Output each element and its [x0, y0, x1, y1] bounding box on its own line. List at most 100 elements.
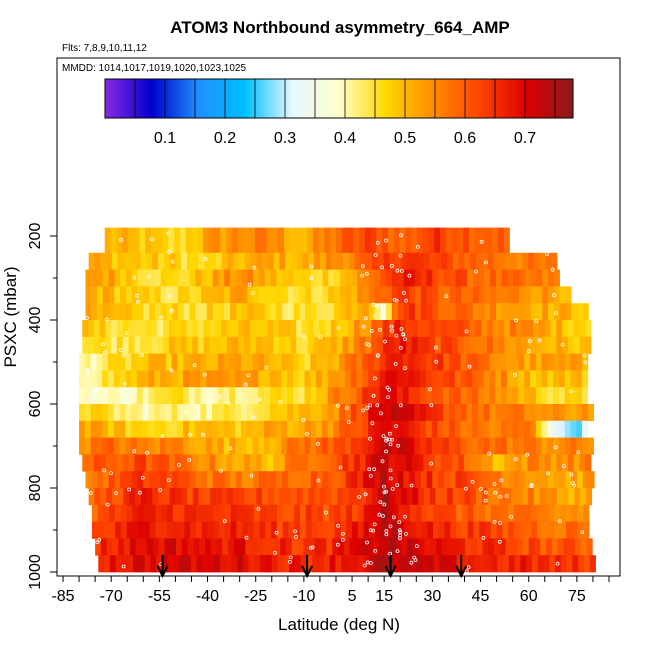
sample-dot	[293, 529, 297, 534]
heatmap-cell	[565, 471, 572, 489]
heatmap-cell	[346, 521, 353, 539]
heatmap-cell	[565, 286, 572, 304]
sample-dot	[123, 381, 127, 386]
heatmap-cell	[220, 227, 227, 254]
colorbar-swatch	[384, 79, 388, 118]
colorbar-swatch	[429, 79, 433, 118]
heatmap-cell	[363, 521, 370, 539]
heatmap-cell	[524, 286, 532, 304]
heatmap-cell	[408, 370, 415, 388]
heatmap-cell	[454, 353, 462, 371]
heatmap-cell	[107, 404, 115, 422]
heatmap-cell	[412, 252, 419, 270]
heatmap-cell	[299, 471, 306, 489]
x-tick-label: -25	[244, 588, 267, 605]
sample-dot	[434, 359, 439, 364]
heatmap-cell	[316, 269, 323, 287]
colorbar-swatch	[246, 79, 250, 118]
colorbar-swatch	[342, 79, 346, 118]
heatmap-cell	[400, 252, 408, 270]
colorbar-swatch	[186, 79, 190, 118]
heatmap-cell	[188, 370, 196, 388]
heatmap-cell	[353, 227, 360, 254]
sample-dot	[114, 491, 119, 496]
heatmap-cell	[472, 437, 479, 455]
sample-dot	[365, 540, 369, 545]
heatmap-cell	[206, 269, 214, 287]
sample-dot	[498, 521, 503, 525]
heatmap-cell	[371, 454, 378, 472]
sample-dot	[132, 275, 137, 280]
heatmap-cell	[90, 437, 97, 455]
heatmap-cell	[325, 252, 332, 270]
heatmap-cell	[276, 504, 284, 522]
heatmap-cell	[467, 269, 474, 287]
sample-dot	[382, 502, 387, 507]
heatmap-cell	[490, 303, 497, 321]
sample-dot	[372, 313, 377, 318]
heatmap-cell	[79, 387, 86, 405]
heatmap-cell	[560, 504, 567, 522]
heatmap-cell	[466, 370, 473, 388]
heatmap-cell	[258, 286, 266, 304]
heatmap-cell	[94, 252, 101, 270]
heatmap-cell	[138, 555, 145, 573]
heatmap-cell	[136, 404, 144, 422]
heatmap-cell	[85, 286, 92, 304]
heatmap-cell	[97, 303, 104, 321]
sample-dot	[372, 376, 377, 381]
colorbar-swatch	[450, 79, 454, 118]
heatmap-cell	[521, 320, 528, 338]
heatmap-cell	[278, 320, 286, 338]
colorbar-swatch	[387, 79, 391, 118]
heatmap-cell	[560, 521, 567, 539]
heatmap-cell	[237, 227, 244, 254]
heatmap-cell	[371, 336, 378, 354]
heatmap-cell	[148, 353, 155, 371]
heatmap-cell	[537, 504, 544, 522]
heatmap-cell	[100, 488, 107, 506]
heatmap-cell	[502, 521, 509, 539]
sample-dot	[389, 263, 394, 268]
heatmap-cell	[473, 521, 480, 539]
sample-dot	[513, 457, 518, 461]
heatmap-cell	[189, 269, 196, 287]
colorbar-swatch	[117, 79, 121, 118]
colorbar-swatch	[399, 79, 403, 118]
sample-dot	[251, 415, 256, 420]
heatmap-cell	[353, 454, 361, 472]
heatmap-cell	[307, 320, 314, 338]
heatmap-cell	[135, 538, 142, 556]
heatmap-cell	[391, 437, 398, 455]
heatmap-cell	[226, 227, 233, 254]
heatmap-cell	[253, 286, 260, 304]
colorbar-swatch	[381, 79, 385, 118]
heatmap-cell	[551, 252, 558, 270]
heatmap-cell	[264, 370, 271, 388]
heatmap-cell	[377, 252, 384, 270]
sample-dot	[360, 273, 365, 278]
heatmap-cell	[165, 370, 172, 388]
heatmap-cell	[368, 471, 375, 489]
heatmap-cell	[399, 227, 406, 254]
heatmap-cell	[337, 252, 344, 270]
heatmap-cell	[171, 420, 178, 438]
heatmap-cell	[224, 303, 231, 321]
heatmap-cell	[342, 336, 349, 354]
heatmap-cell	[414, 353, 421, 371]
heatmap-cell	[577, 521, 584, 539]
flights-label: Flts: 7,8,9,10,11,12	[62, 43, 147, 54]
heatmap-cell	[298, 437, 305, 455]
heatmap-cell	[110, 227, 117, 254]
heatmap-cell	[472, 353, 479, 371]
heatmap-cell	[446, 336, 453, 354]
sample-dot	[368, 436, 372, 441]
heatmap-cell	[140, 336, 147, 354]
heatmap-cell	[547, 437, 554, 455]
heatmap-cell	[312, 555, 319, 573]
sample-dot	[402, 366, 407, 371]
heatmap-cell	[374, 303, 381, 321]
heatmap-cell	[88, 252, 95, 270]
heatmap-cell	[508, 521, 515, 539]
heatmap-cell	[513, 303, 520, 321]
